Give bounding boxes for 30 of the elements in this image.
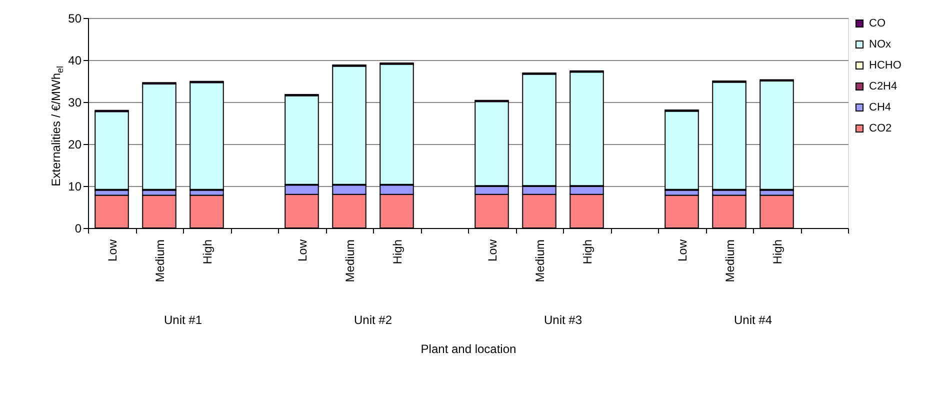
- y-tick-label: 20: [68, 138, 82, 152]
- x-tick-label: Medium: [722, 240, 737, 282]
- x-tick-label: High: [770, 240, 784, 264]
- x-tick-label: Low: [485, 239, 500, 262]
- legend-label: C2H4: [869, 80, 898, 92]
- text: Unit #1: [164, 313, 202, 327]
- text: Unit #2: [354, 313, 392, 327]
- y-tick-label: 30: [68, 96, 82, 110]
- text: Unit #4: [734, 313, 772, 327]
- legend-label: HCHO: [869, 60, 902, 72]
- x-axis-title: Plant and location: [420, 342, 516, 356]
- legend-label: CO: [869, 18, 886, 30]
- x-tick-label: Medium: [152, 240, 167, 282]
- x-tick-label: Medium: [532, 240, 547, 282]
- y-axis-title: Externalities / €/MWhel: [49, 66, 65, 186]
- legend-label: CO2: [869, 122, 892, 134]
- y-tick-label: 0: [74, 222, 82, 236]
- text: Unit #3: [544, 313, 582, 327]
- x-tick-label: Low: [295, 239, 310, 262]
- x-tick-label: High: [390, 240, 404, 264]
- y-tick-label: 50: [68, 12, 82, 26]
- x-tick-label: Medium: [342, 240, 357, 282]
- y-tick-label: 40: [68, 54, 82, 68]
- x-tick-label: Low: [105, 239, 120, 262]
- legend-label: NOx: [869, 38, 892, 50]
- y-tick-label: 10: [68, 180, 82, 194]
- legend-label: CH4: [869, 102, 892, 114]
- x-tick-label: High: [200, 240, 214, 264]
- x-tick-label: High: [580, 240, 594, 264]
- x-tick-label: Low: [675, 239, 690, 262]
